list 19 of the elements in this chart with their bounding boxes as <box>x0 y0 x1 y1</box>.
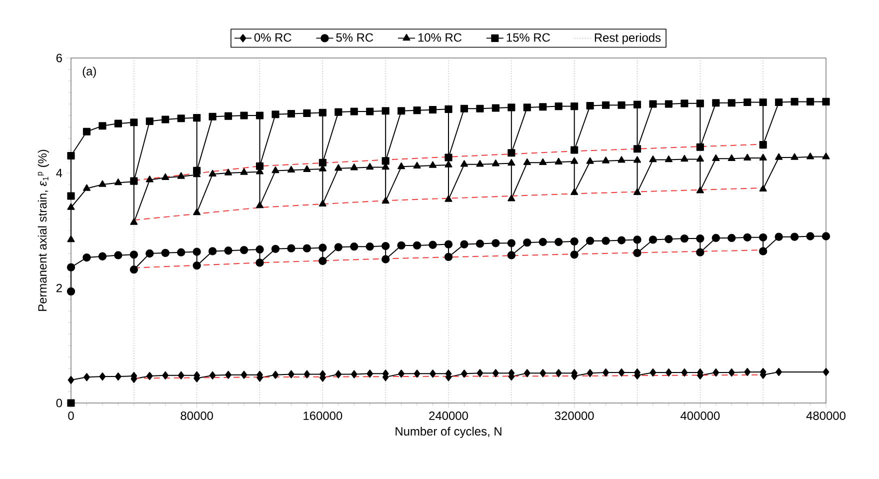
x-tick-label: 160000 <box>304 412 342 420</box>
x-tick-label: 80000 <box>180 412 213 420</box>
y-tick-label: 6 <box>56 54 62 62</box>
x-tick-label: 0 <box>68 412 74 420</box>
x-tick-label: 240000 <box>429 412 468 420</box>
y-tick-label: 0 <box>56 398 62 408</box>
legend-label: 0% RC <box>254 33 292 42</box>
legend-label: 10% RC <box>418 33 462 42</box>
y-tick-label: 2 <box>56 284 62 292</box>
x-tick-label: 320000 <box>554 412 594 420</box>
x-tick-label: 480000 <box>806 412 846 420</box>
x-axis-title: Number of cycles, N <box>396 426 502 438</box>
legend-label: Rest periods <box>594 33 661 44</box>
annotation: (a) <box>82 66 96 78</box>
x-tick-label: 400000 <box>680 412 720 420</box>
y-axis-title: Permanent axial strain, ε$_{1}$$^{p}$ (%) <box>38 150 50 311</box>
y-tick-label: 4 <box>56 168 62 178</box>
legend-label: 15% RC <box>506 33 550 42</box>
legend-label: 5% RC <box>336 33 374 42</box>
